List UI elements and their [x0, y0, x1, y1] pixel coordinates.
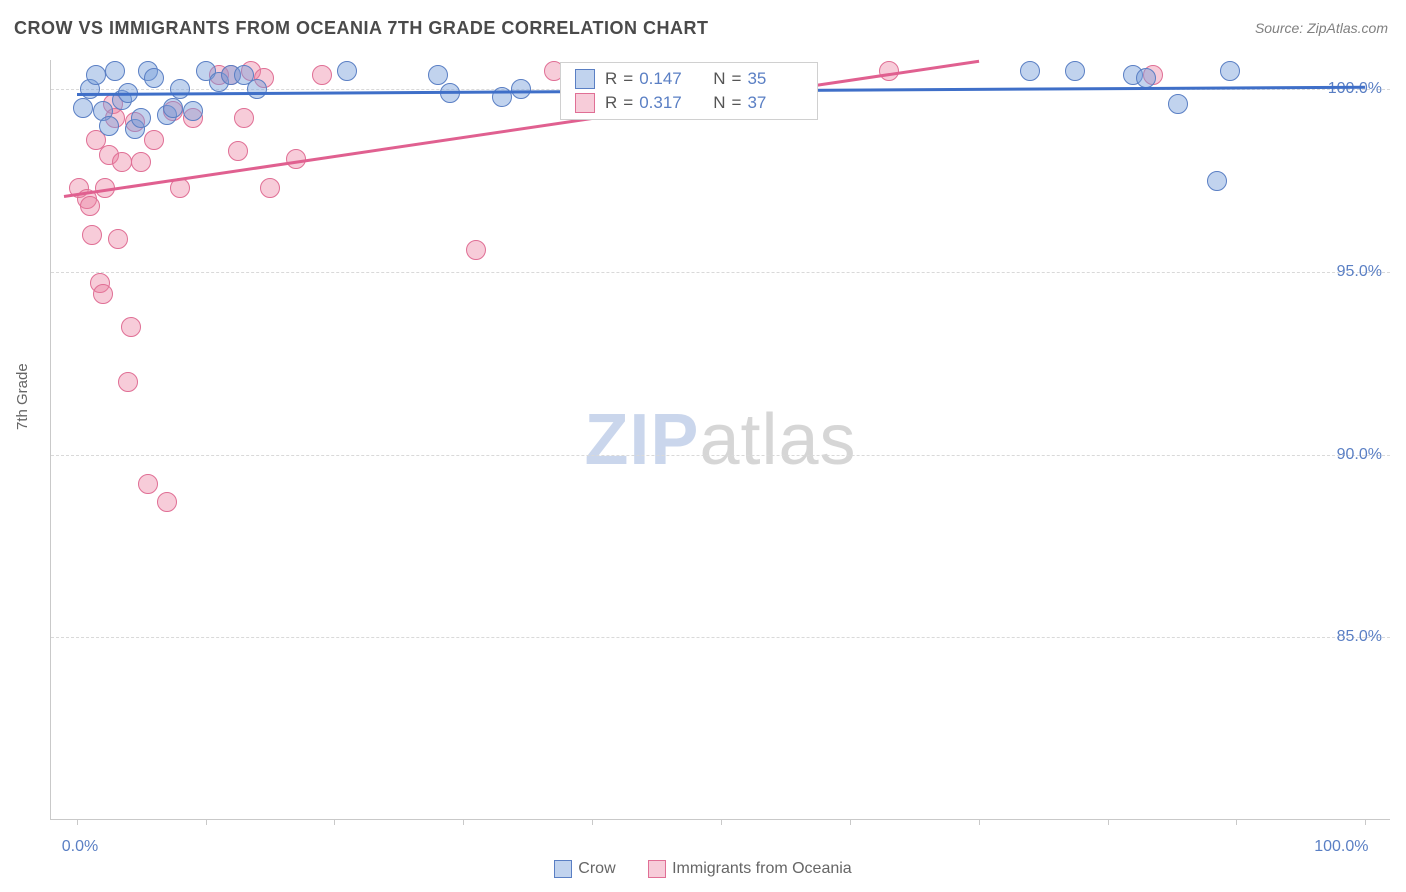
y-tick-label: 85.0% — [1337, 628, 1382, 646]
point-crow — [1136, 68, 1156, 88]
point-oceania — [121, 317, 141, 337]
gridline — [51, 272, 1390, 273]
point-oceania — [879, 61, 899, 81]
point-oceania — [260, 178, 280, 198]
point-crow — [1207, 171, 1227, 191]
point-oceania — [144, 130, 164, 150]
point-oceania — [131, 152, 151, 172]
point-crow — [1168, 94, 1188, 114]
y-tick-label: 100.0% — [1328, 80, 1382, 98]
x-tick — [592, 819, 593, 825]
source-label: Source: ZipAtlas.com — [1255, 20, 1388, 36]
x-tick — [463, 819, 464, 825]
legend-item-crow: Crow — [554, 860, 615, 878]
stats-n-label: N — [713, 93, 725, 113]
equals-sign: = — [732, 69, 742, 89]
point-crow — [1020, 61, 1040, 81]
point-oceania — [108, 229, 128, 249]
equals-sign: = — [623, 69, 633, 89]
point-crow — [337, 61, 357, 81]
gridline — [51, 455, 1390, 456]
point-oceania — [157, 492, 177, 512]
point-crow — [183, 101, 203, 121]
point-oceania — [118, 372, 138, 392]
point-crow — [144, 68, 164, 88]
watermark-zip: ZIP — [584, 400, 699, 480]
point-crow — [163, 98, 183, 118]
stats-r-value: 0.147 — [639, 69, 695, 89]
legend: Crow Immigrants from Oceania — [0, 860, 1406, 878]
point-crow — [131, 108, 151, 128]
point-crow — [86, 65, 106, 85]
stats-swatch — [575, 93, 595, 113]
x-tick-0: 0.0% — [62, 838, 98, 856]
x-tick-100: 100.0% — [1314, 838, 1368, 856]
stats-row: R=0.147N=35 — [561, 67, 817, 91]
stats-n-value: 35 — [747, 69, 803, 89]
stats-r-label: R — [605, 69, 617, 89]
point-oceania — [234, 108, 254, 128]
x-tick — [1108, 819, 1109, 825]
x-tick — [206, 819, 207, 825]
stats-n-value: 37 — [747, 93, 803, 113]
stats-r-value: 0.317 — [639, 93, 695, 113]
stats-n-label: N — [713, 69, 725, 89]
equals-sign: = — [623, 93, 633, 113]
point-crow — [73, 98, 93, 118]
x-tick — [979, 819, 980, 825]
x-tick — [850, 819, 851, 825]
equals-sign: = — [732, 93, 742, 113]
point-crow — [492, 87, 512, 107]
point-oceania — [80, 196, 100, 216]
x-tick — [334, 819, 335, 825]
point-crow — [1065, 61, 1085, 81]
point-crow — [511, 79, 531, 99]
stats-row: R=0.317N=37 — [561, 91, 817, 115]
point-oceania — [93, 284, 113, 304]
point-crow — [170, 79, 190, 99]
watermark-atlas: atlas — [699, 400, 856, 480]
watermark: ZIPatlas — [584, 399, 856, 481]
chart-title: CROW VS IMMIGRANTS FROM OCEANIA 7TH GRAD… — [14, 18, 708, 39]
legend-label-crow: Crow — [578, 860, 615, 877]
gridline — [51, 637, 1390, 638]
y-tick-label: 95.0% — [1337, 263, 1382, 281]
point-crow — [1220, 61, 1240, 81]
x-tick — [77, 819, 78, 825]
point-crow — [99, 116, 119, 136]
point-oceania — [228, 141, 248, 161]
point-crow — [105, 61, 125, 81]
point-oceania — [466, 240, 486, 260]
x-tick — [721, 819, 722, 825]
y-tick-label: 90.0% — [1337, 446, 1382, 464]
legend-item-oceania: Immigrants from Oceania — [648, 860, 852, 878]
point-oceania — [82, 225, 102, 245]
stats-r-label: R — [605, 93, 617, 113]
x-tick — [1365, 819, 1366, 825]
x-tick — [1236, 819, 1237, 825]
legend-swatch-crow — [554, 860, 572, 878]
legend-label-oceania: Immigrants from Oceania — [672, 860, 852, 877]
legend-swatch-oceania — [648, 860, 666, 878]
point-oceania — [112, 152, 132, 172]
point-crow — [428, 65, 448, 85]
y-axis-label: 7th Grade — [14, 363, 31, 430]
scatter-plot: ZIPatlas 85.0% 90.0% 95.0% 100.0% — [50, 60, 1390, 820]
point-oceania — [312, 65, 332, 85]
point-oceania — [138, 474, 158, 494]
correlation-stats-box: R=0.147N=35R=0.317N=37 — [560, 62, 818, 120]
stats-swatch — [575, 69, 595, 89]
point-crow — [247, 79, 267, 99]
